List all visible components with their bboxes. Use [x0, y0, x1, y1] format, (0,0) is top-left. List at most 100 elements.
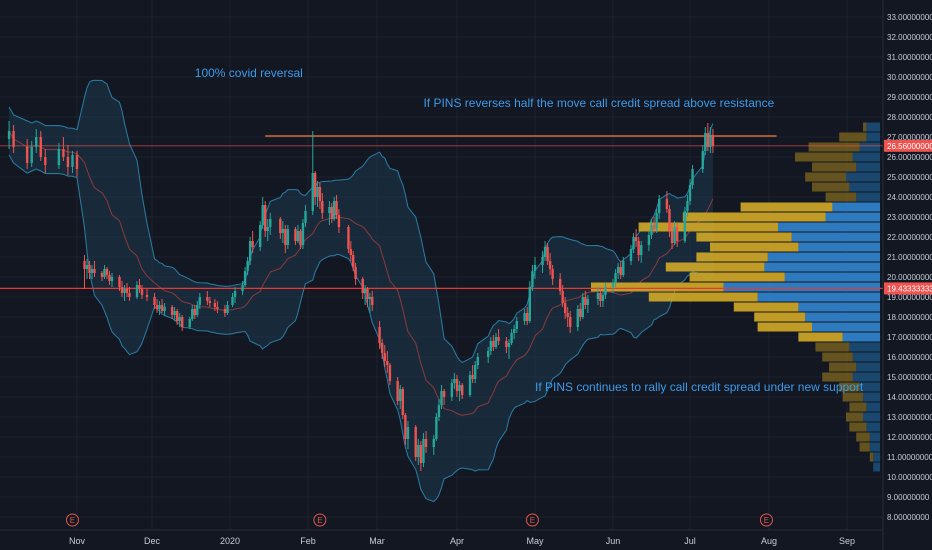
- volume-profile-down: [696, 232, 792, 242]
- candle: [476, 353, 479, 369]
- price-tick-label: 21.00000000: [887, 253, 932, 262]
- annotation-text: If PINS reverses half the move call cred…: [423, 96, 774, 110]
- candle: [12, 125, 15, 153]
- volume-profile-down: [710, 242, 799, 252]
- candle: [546, 243, 549, 265]
- time-axis[interactable]: Nov Dec 2020 Feb Mar Apr May Jun Jul Aug Sep: [0, 529, 883, 546]
- volume-profile-down: [682, 212, 826, 222]
- earnings-marker[interactable]: E: [525, 513, 539, 527]
- volume-profile-up: [757, 292, 880, 302]
- candle: [57, 143, 61, 169]
- volume-profile-up: [791, 232, 880, 242]
- candle: [611, 279, 615, 293]
- candle: [670, 223, 674, 249]
- annotations: 100% covid reversal If PINS reverses half…: [195, 66, 864, 394]
- volume-profile-up: [825, 212, 880, 222]
- volume-profile-up: [846, 172, 880, 182]
- volume-profile-up: [866, 422, 880, 432]
- price-tick-label: 24.00000000: [887, 193, 932, 202]
- earnings-marker[interactable]: E: [313, 513, 327, 527]
- price-tick-label: 31.00000000: [887, 53, 932, 62]
- time-tick-label: 2020: [220, 536, 240, 546]
- volume-profile-down: [733, 302, 799, 312]
- candle: [311, 131, 314, 215]
- candle: [468, 371, 472, 397]
- volume-profile-up: [863, 392, 880, 402]
- price-tick-label: 18.00000000: [887, 313, 932, 322]
- candle: [492, 335, 495, 351]
- price-tick-label: 23.00000000: [887, 213, 932, 222]
- price-tick-label: 16.00000000: [887, 353, 932, 362]
- candle: [100, 271, 104, 281]
- time-tick-label: May: [526, 536, 544, 546]
- time-tick-label: Feb: [300, 536, 316, 546]
- candle: [120, 281, 124, 297]
- candle: [30, 141, 33, 167]
- time-tick-label: Aug: [761, 536, 777, 546]
- candle: [88, 261, 91, 279]
- candle: [673, 221, 676, 245]
- volume-profile-up: [842, 332, 880, 342]
- price-tick-label: 26.00000000: [887, 153, 932, 162]
- volume-profile-up: [805, 312, 880, 322]
- time-tick-label: Dec: [144, 536, 161, 546]
- candle: [335, 195, 338, 219]
- volume-profile-up: [798, 242, 880, 252]
- candle: [505, 337, 508, 353]
- candle: [675, 223, 679, 247]
- volume-profile-up: [859, 382, 880, 392]
- candle: [108, 271, 111, 285]
- candle: [332, 197, 336, 221]
- earnings-marker-label: E: [764, 516, 769, 525]
- candle: [455, 375, 459, 397]
- volume-profile-down: [822, 372, 853, 382]
- earnings-marker[interactable]: E: [759, 513, 773, 527]
- earnings-marker[interactable]: E: [65, 513, 79, 527]
- volume-profile-down: [856, 432, 870, 442]
- price-badge-label: 19.43333333: [887, 284, 932, 293]
- volume-profile-up: [852, 372, 880, 382]
- candle: [548, 253, 552, 275]
- candle: [93, 261, 96, 277]
- candle: [286, 225, 290, 249]
- candle: [246, 257, 249, 275]
- candle: [513, 325, 516, 339]
- candle: [153, 293, 156, 309]
- candle: [233, 287, 237, 303]
- volume-profile-down: [842, 392, 863, 402]
- price-tick-label: 20.00000000: [887, 273, 932, 282]
- candle: [191, 305, 194, 321]
- candle: [683, 207, 687, 243]
- candle: [388, 363, 392, 385]
- candle: [652, 217, 656, 233]
- candle: [366, 287, 369, 307]
- volume-profile-up: [856, 192, 880, 202]
- candle: [62, 137, 65, 161]
- volume-profile-up: [798, 302, 880, 312]
- candle: [424, 431, 428, 453]
- candle: [637, 237, 640, 261]
- volume-profile-up: [852, 152, 880, 162]
- price-tick-label: 12.00000000: [887, 433, 932, 442]
- candle: [579, 303, 582, 321]
- volume-profile-up: [767, 252, 880, 262]
- candle: [284, 225, 287, 253]
- candle: [125, 283, 129, 297]
- volume-profile-down: [839, 382, 860, 392]
- volume-profile-down: [812, 162, 857, 172]
- volume-profile-down: [863, 122, 867, 132]
- candle: [128, 287, 131, 301]
- candle: [629, 245, 633, 265]
- candle: [180, 315, 184, 331]
- candle: [450, 379, 454, 401]
- volume-profile-up: [859, 142, 880, 152]
- candle: [507, 339, 511, 359]
- candle: [551, 265, 554, 285]
- candle: [368, 293, 372, 313]
- candle: [363, 285, 367, 305]
- candle: [601, 291, 605, 307]
- candle: [328, 201, 331, 225]
- price-axis[interactable]: 33.00000000 32.00000000 31.00000000 30.0000…: [882, 0, 932, 550]
- candle: [599, 289, 602, 307]
- candle: [487, 347, 490, 363]
